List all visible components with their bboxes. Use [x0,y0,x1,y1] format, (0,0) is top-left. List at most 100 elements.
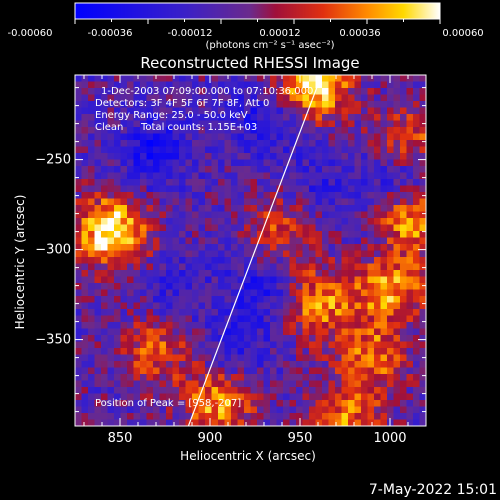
heatmap-cell [263,354,271,362]
heatmap-cell [166,257,174,265]
heatmap-cell [413,406,421,414]
heatmap-cell [192,133,200,141]
heatmap-cell [192,387,200,395]
heatmap-cell [88,211,96,219]
heatmap-cell [393,237,401,245]
heatmap-cell [120,335,128,343]
heatmap-cell [120,250,128,258]
heatmap-cell [270,218,278,226]
heatmap-cell [341,140,349,148]
heatmap-cell [263,335,271,343]
heatmap-cell [120,211,128,219]
heatmap-cell [88,205,96,213]
heatmap-cell [114,322,122,330]
heatmap-cell [374,341,382,349]
heatmap-cell [380,348,388,356]
heatmap-cell [211,413,219,421]
heatmap-cell [387,88,395,96]
heatmap-cell [133,75,141,83]
heatmap-cell [400,159,408,167]
heatmap-cell [140,192,148,200]
heatmap-cell [250,387,258,395]
heatmap-cell [166,146,174,154]
heatmap-cell [153,315,161,323]
heatmap-cell [309,374,317,382]
heatmap-cell [413,94,421,102]
heatmap-cell [244,94,252,102]
heatmap-cell [127,335,135,343]
heatmap-cell [140,231,148,239]
heatmap-cell [172,257,180,265]
heatmap-cell [315,75,323,83]
heatmap-cell [367,257,375,265]
heatmap-cell [387,419,395,426]
heatmap-cell [361,413,369,421]
heatmap-cell [302,153,310,161]
heatmap-cell [133,335,141,343]
heatmap-cell [146,185,154,193]
heatmap-cell [198,101,206,109]
heatmap-cell [218,153,226,161]
heatmap-cell [88,354,96,362]
heatmap-cell [224,224,232,232]
heatmap-cell [231,289,239,297]
heatmap-cell [380,244,388,252]
heatmap-cell [276,263,284,271]
heatmap-cell [302,328,310,336]
heatmap-cell [114,289,122,297]
heatmap-cell [244,231,252,239]
heatmap-cell [224,322,232,330]
heatmap-cell [224,153,232,161]
heatmap-cell [393,172,401,180]
heatmap-cell [354,283,362,291]
heatmap-cell [224,94,232,102]
heatmap-cell [140,172,148,180]
heatmap-cell [374,153,382,161]
heatmap-cell [315,263,323,271]
heatmap-cell [159,75,167,83]
heatmap-cell [244,133,252,141]
heatmap-cell [153,244,161,252]
heatmap-cell [172,322,180,330]
heatmap-cell [413,309,421,317]
heatmap-cell [406,302,414,310]
heatmap-cell [192,309,200,317]
heatmap-cell [354,231,362,239]
heatmap-cell [335,94,343,102]
heatmap-cell [354,289,362,297]
heatmap-cell [237,211,245,219]
heatmap-cell [198,146,206,154]
heatmap-cell [263,257,271,265]
heatmap-cell [114,406,122,414]
heatmap-cell [354,172,362,180]
heatmap-cell [101,296,109,304]
heatmap-cell [185,302,193,310]
heatmap-cell [257,172,265,180]
heatmap-cell [107,120,115,128]
heatmap-cell [153,276,161,284]
heatmap-cell [101,315,109,323]
heatmap-cell [114,361,122,369]
heatmap-cell [367,322,375,330]
heatmap-cell [198,406,206,414]
heatmap-cell [296,244,304,252]
heatmap-cell [380,224,388,232]
heatmap-cell [413,185,421,193]
heatmap-cell [270,400,278,408]
heatmap-cell [211,283,219,291]
heatmap-cell [296,198,304,206]
heatmap-cell [88,224,96,232]
heatmap-cell [367,380,375,388]
heatmap-cell [276,419,284,426]
heatmap-cell [361,367,369,375]
heatmap-cell [166,179,174,187]
heatmap-cell [107,387,115,395]
heatmap-cell [341,205,349,213]
heatmap-cell [205,237,213,245]
heatmap-cell [367,159,375,167]
heatmap-cell [166,101,174,109]
heatmap-cell [380,380,388,388]
heatmap-cell [166,309,174,317]
heatmap-cell [81,354,89,362]
heatmap-cell [120,270,128,278]
